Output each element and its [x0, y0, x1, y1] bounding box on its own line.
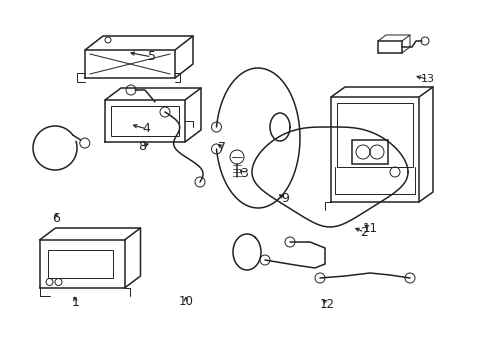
Bar — [111, 106, 179, 136]
Text: 4: 4 — [142, 122, 150, 135]
Text: 1: 1 — [72, 296, 80, 309]
Bar — [336, 103, 412, 167]
Text: 8: 8 — [138, 140, 145, 153]
Bar — [377, 41, 401, 53]
Text: 11: 11 — [362, 222, 377, 235]
Text: 5: 5 — [147, 50, 155, 63]
Text: 10: 10 — [178, 295, 193, 308]
Bar — [351, 140, 387, 164]
Text: 6: 6 — [52, 212, 60, 225]
Bar — [47, 250, 112, 278]
Text: 3: 3 — [239, 167, 247, 180]
Text: 9: 9 — [281, 192, 288, 205]
Text: 7: 7 — [218, 141, 226, 154]
Text: 12: 12 — [320, 298, 334, 311]
Text: 2: 2 — [360, 226, 367, 239]
Text: 13: 13 — [420, 74, 434, 84]
